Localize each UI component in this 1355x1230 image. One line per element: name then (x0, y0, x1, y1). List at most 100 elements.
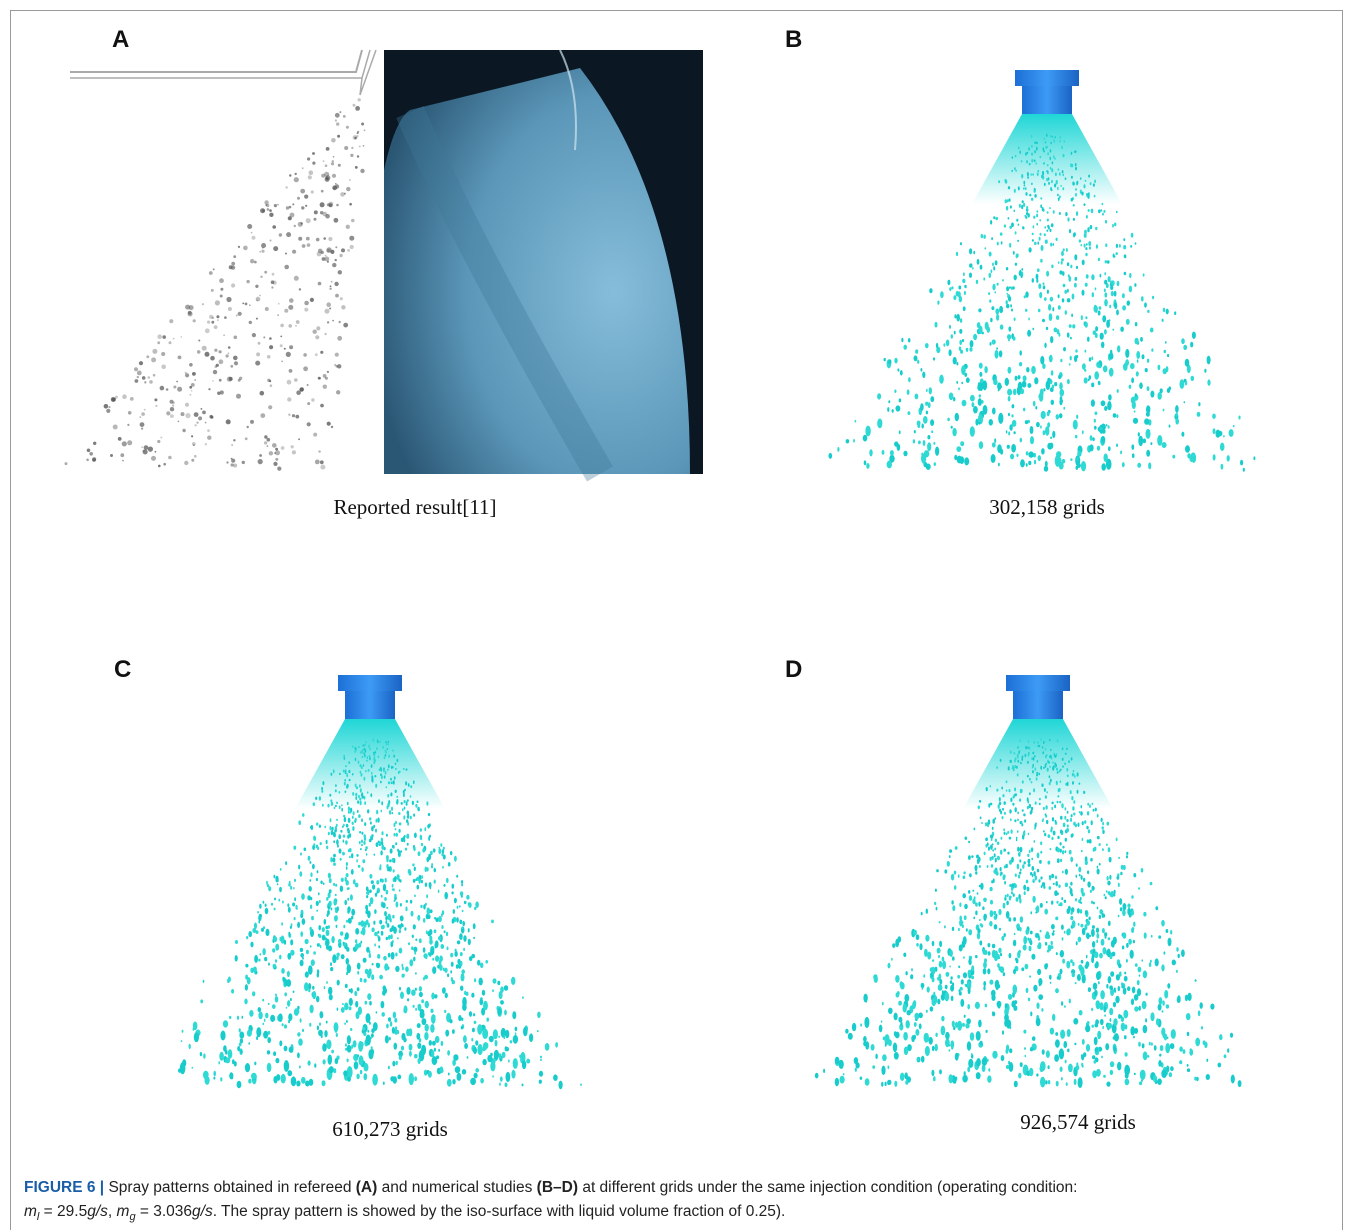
droplet (1088, 987, 1091, 992)
droplet (991, 306, 994, 310)
droplet (348, 807, 350, 811)
droplet (324, 986, 326, 989)
droplet (1076, 1065, 1080, 1070)
droplet (392, 858, 394, 862)
droplet (843, 1073, 845, 1075)
droplet (311, 190, 314, 193)
droplet (263, 336, 265, 338)
droplet (382, 1012, 385, 1017)
droplet (152, 349, 157, 354)
droplet (1019, 362, 1022, 366)
droplet (853, 439, 855, 443)
droplet (1055, 755, 1057, 758)
droplet (1155, 906, 1158, 910)
droplet (392, 766, 394, 769)
droplet (285, 861, 287, 865)
droplet (997, 444, 1002, 453)
droplet (1082, 838, 1084, 841)
droplet (1044, 183, 1046, 186)
droplet (1037, 944, 1040, 949)
droplet (245, 303, 248, 306)
droplet (1019, 927, 1022, 931)
droplet (823, 1069, 825, 1073)
droplet (219, 278, 224, 283)
droplet (308, 856, 311, 861)
droplet (373, 738, 375, 741)
droplet (1050, 848, 1052, 850)
droplet (980, 265, 983, 270)
droplet (1052, 761, 1054, 763)
droplet (939, 1069, 942, 1074)
droplet (888, 359, 891, 364)
droplet (951, 874, 954, 881)
droplet (356, 854, 358, 857)
droplet (1028, 859, 1031, 864)
droplet (447, 973, 449, 977)
droplet (185, 413, 190, 418)
droplet (109, 406, 111, 408)
droplet (351, 147, 353, 149)
droplet (1038, 773, 1040, 776)
droplet (300, 960, 304, 967)
droplet (361, 773, 363, 776)
droplet (1044, 788, 1046, 792)
droplet (1118, 857, 1120, 859)
droplet (240, 1050, 242, 1054)
droplet (273, 246, 278, 251)
droplet (457, 940, 460, 944)
droplet (357, 131, 359, 133)
droplet (1067, 1029, 1071, 1037)
caption-text: = 3.036 (136, 1203, 192, 1220)
droplet (372, 884, 375, 889)
droplet (1074, 254, 1077, 260)
droplet (1106, 984, 1108, 989)
droplet (959, 903, 961, 908)
droplet (1096, 972, 1100, 981)
droplet (1023, 945, 1026, 950)
droplet (949, 849, 952, 853)
droplet (1026, 160, 1028, 163)
droplet (256, 299, 258, 301)
droplet (1049, 782, 1051, 785)
droplet (1044, 226, 1046, 228)
droplet (288, 1013, 292, 1021)
droplet (1056, 901, 1058, 904)
droplet (1027, 747, 1029, 749)
droplet (1130, 950, 1134, 959)
droplet (207, 429, 210, 432)
droplet (1065, 838, 1067, 842)
droplet (403, 768, 405, 770)
droplet (946, 972, 950, 977)
droplet (1122, 946, 1124, 950)
droplet (942, 957, 945, 962)
droplet (1004, 933, 1006, 937)
droplet (297, 1032, 300, 1036)
droplet (510, 1040, 513, 1043)
droplet (1030, 911, 1032, 914)
droplet (1044, 233, 1046, 236)
droplet (1019, 204, 1021, 208)
droplet (1048, 834, 1051, 838)
droplet (334, 364, 336, 366)
droplet (522, 996, 524, 999)
droplet (1058, 375, 1061, 379)
droplet (426, 801, 428, 805)
droplet (1074, 355, 1077, 362)
droplet (352, 773, 354, 775)
droplet (1107, 822, 1110, 826)
droplet (888, 400, 890, 403)
droplet (1035, 141, 1037, 144)
droplet (254, 1062, 256, 1066)
droplet (373, 921, 375, 925)
droplet (872, 1065, 875, 1069)
droplet (140, 422, 145, 427)
droplet (1034, 242, 1037, 245)
droplet (984, 914, 987, 919)
droplet (1135, 393, 1137, 397)
droplet (374, 932, 378, 937)
droplet (410, 816, 412, 820)
droplet (960, 318, 962, 323)
droplet (1029, 946, 1032, 952)
droplet (1005, 1003, 1008, 1008)
droplet (1037, 741, 1039, 744)
